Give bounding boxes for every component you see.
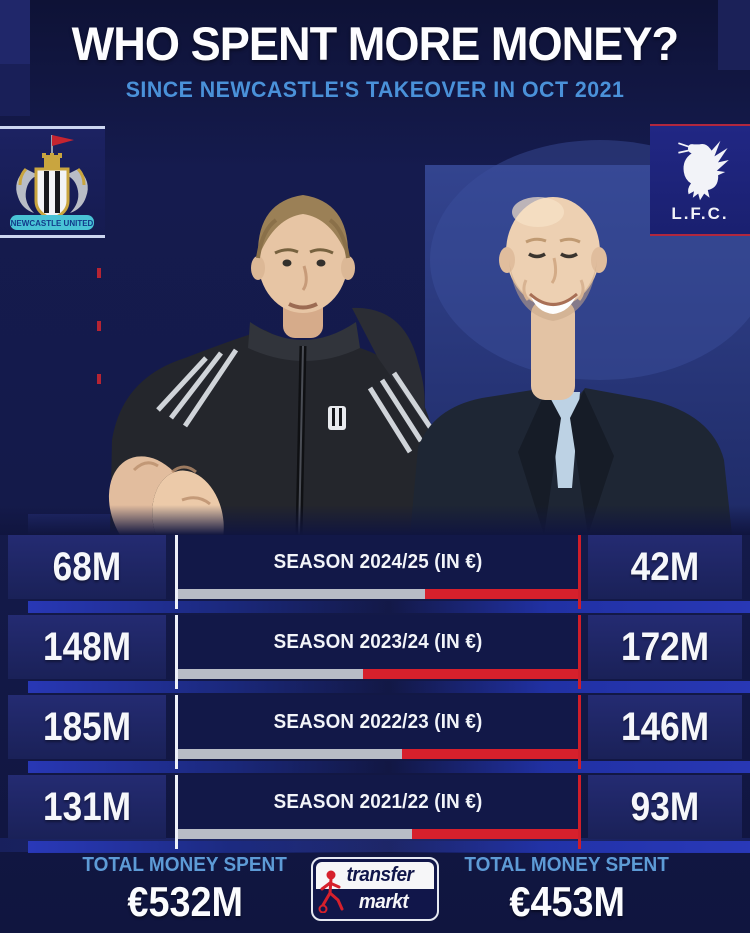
season-label: SEASON 2021/22 (IN €): [273, 790, 483, 813]
season-panel: SEASON 2024/25 (IN €): [175, 535, 581, 609]
liverpool-liver-bird-icon: [678, 140, 729, 201]
row-accent-band: [28, 601, 750, 613]
liverpool-value: 172M: [620, 624, 710, 669]
bar-newcastle-segment: [178, 749, 402, 759]
spend-ratio-bar: [178, 829, 578, 839]
newcastle-value: 68M: [52, 544, 122, 589]
season-row: 148M SEASON 2023/24 (IN €) 172M: [0, 615, 750, 693]
newcastle-badge: NEWCASTLE UNITED: [0, 126, 105, 238]
season-row: 185M SEASON 2022/23 (IN €) 146M: [0, 695, 750, 773]
spend-ratio-bar: [178, 589, 578, 599]
liverpool-value-box: 146M: [588, 695, 742, 759]
newcastle-banner-text: NEWCASTLE UNITED: [11, 219, 94, 228]
page-title: WHO SPENT MORE MONEY?: [71, 17, 679, 70]
row-accent-band: [28, 841, 750, 853]
newcastle-value-box: 131M: [8, 775, 166, 839]
bar-liverpool-segment: [412, 829, 578, 839]
page-subtitle: SINCE NEWCASTLE'S TAKEOVER IN OCT 2021: [125, 77, 625, 102]
newcastle-value-box: 68M: [8, 535, 166, 599]
season-label: SEASON 2022/23 (IN €): [273, 710, 483, 733]
newcastle-value: 185M: [42, 704, 132, 749]
newcastle-value: 148M: [42, 624, 132, 669]
newcastle-value-box: 185M: [8, 695, 166, 759]
bg-red-tick: [97, 321, 101, 331]
bg-red-tick: [97, 374, 101, 384]
managers-photo-illustration: [0, 140, 750, 535]
kicking-player-icon: [318, 870, 344, 913]
liverpool-value-box: 93M: [588, 775, 742, 839]
liverpool-value-box: 42M: [588, 535, 742, 599]
bar-liverpool-segment: [425, 589, 578, 599]
newcastle-value: 131M: [42, 784, 132, 829]
season-label: SEASON 2024/25 (IN €): [273, 550, 483, 573]
bg-red-tick: [97, 268, 101, 278]
season-panel: SEASON 2021/22 (IN €): [175, 775, 581, 849]
liverpool-value: 42M: [630, 544, 700, 589]
season-row: 131M SEASON 2021/22 (IN €) 93M: [0, 775, 750, 853]
newcastle-total-block: TOTAL MONEY SPENT €532M: [30, 854, 340, 926]
liverpool-total-value: €453M: [509, 878, 625, 925]
newcastle-value-box: 148M: [8, 615, 166, 679]
newcastle-crest-icon: NEWCASTLE UNITED: [10, 135, 94, 230]
season-panel: SEASON 2022/23 (IN €): [175, 695, 581, 769]
liverpool-value: 93M: [630, 784, 700, 829]
liverpool-total-block: TOTAL MONEY SPENT €453M: [412, 854, 722, 926]
logo-word-markt: markt: [358, 891, 409, 913]
bar-newcastle-segment: [178, 669, 364, 679]
total-label: TOTAL MONEY SPENT: [464, 854, 670, 876]
bar-newcastle-segment: [178, 589, 426, 599]
total-label: TOTAL MONEY SPENT: [82, 854, 288, 876]
transfermarkt-logo: transfer markt: [311, 857, 439, 921]
newcastle-total-value: €532M: [127, 878, 243, 925]
newcastle-manager-photo: [108, 195, 440, 535]
row-accent-band: [28, 681, 750, 693]
season-row: 68M SEASON 2024/25 (IN €) 42M: [0, 535, 750, 613]
season-panel: SEASON 2023/24 (IN €): [175, 615, 581, 689]
liverpool-badge-label: L.F.C.: [671, 204, 729, 223]
liverpool-value: 146M: [620, 704, 710, 749]
bar-liverpool-segment: [363, 669, 578, 679]
liverpool-value-box: 172M: [588, 615, 742, 679]
liverpool-manager-photo: [410, 197, 732, 535]
spend-ratio-bar: [178, 749, 578, 759]
row-accent-band: [28, 761, 750, 773]
bar-liverpool-segment: [401, 749, 578, 759]
liverpool-badge: L.F.C.: [650, 124, 750, 236]
season-label: SEASON 2023/24 (IN €): [273, 630, 483, 653]
bar-newcastle-segment: [178, 829, 412, 839]
spend-ratio-bar: [178, 669, 578, 679]
logo-word-transfer: transfer: [346, 864, 414, 886]
